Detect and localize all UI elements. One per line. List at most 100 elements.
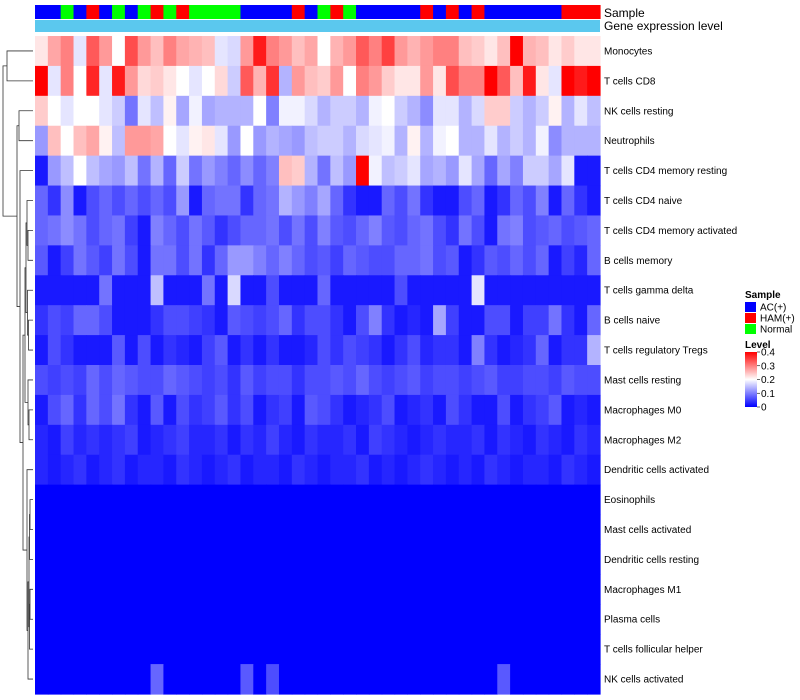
- row-label: NK cells activated: [604, 675, 683, 686]
- heatmap-cell: [201, 215, 216, 246]
- heatmap-cell: [587, 95, 601, 127]
- heatmap-cell: [137, 634, 152, 665]
- heatmap-cell: [381, 514, 396, 546]
- heatmap-cell: [356, 125, 370, 157]
- heatmap-cell: [227, 125, 242, 157]
- heatmap-cell: [458, 454, 473, 486]
- heatmap-cell: [497, 335, 511, 366]
- heatmap-cell: [548, 185, 563, 217]
- heatmap-cell: [561, 305, 575, 336]
- heatmap-cell: [522, 484, 537, 516]
- heatmap-cell: [124, 335, 139, 366]
- heatmap-cell: [304, 36, 319, 67]
- heatmap-cell: [189, 365, 203, 396]
- heatmap-cell: [356, 604, 370, 635]
- heatmap-cell: [574, 275, 588, 306]
- heatmap-cell: [330, 514, 344, 546]
- heatmap-cell: [445, 544, 460, 575]
- heatmap-cell: [484, 95, 498, 127]
- heatmap-cell: [266, 305, 280, 336]
- heatmap-cell: [150, 125, 165, 157]
- heatmap-cell: [433, 36, 447, 67]
- sample-annotation-cell: [278, 5, 293, 19]
- heatmap-cell: [214, 125, 229, 157]
- heatmap-cell: [330, 65, 344, 97]
- heatmap-cell: [330, 95, 344, 127]
- heatmap-cell: [189, 275, 203, 306]
- heatmap-cell: [407, 544, 421, 575]
- row-label: T cells regulatory Tregs: [604, 346, 708, 357]
- heatmap-cell: [124, 125, 139, 157]
- row-label: Macrophages M2: [604, 435, 682, 446]
- heatmap-cell: [535, 125, 550, 157]
- heatmap-cell: [433, 634, 447, 665]
- heatmap-cell: [433, 664, 447, 695]
- heatmap-cell: [497, 65, 511, 97]
- heatmap-cell: [35, 65, 49, 97]
- heatmap-cell: [510, 454, 524, 486]
- sample-annotation-cell: [535, 5, 550, 19]
- heatmap-cell: [227, 185, 242, 217]
- heatmap-cell: [137, 125, 152, 157]
- heatmap-cell: [561, 155, 575, 187]
- heatmap-cell: [317, 36, 331, 67]
- heatmap-cell: [253, 454, 267, 486]
- heatmap-cell: [317, 484, 331, 516]
- heatmap-cell: [291, 125, 306, 157]
- heatmap-cell: [304, 454, 319, 486]
- heatmap-cell: [227, 664, 242, 695]
- heatmap-cell: [343, 424, 357, 456]
- heatmap-cell: [150, 365, 165, 396]
- heatmap-cell: [291, 65, 306, 97]
- heatmap-cell: [201, 514, 216, 546]
- heatmap-cell: [99, 335, 113, 366]
- heatmap-cell: [163, 125, 177, 157]
- sample-annotation-cell: [548, 5, 563, 19]
- heatmap-cell: [214, 155, 229, 187]
- heatmap-cell: [99, 634, 113, 665]
- heatmap-cell: [458, 514, 473, 546]
- heatmap-cell: [484, 394, 498, 426]
- heatmap-cell: [86, 335, 100, 366]
- heatmap-cell: [420, 394, 434, 426]
- heatmap-cell: [124, 95, 139, 127]
- heatmap-cell: [381, 394, 396, 426]
- heatmap-cell: [253, 335, 267, 366]
- heatmap-cell: [433, 125, 447, 157]
- dendrogram-branch: [28, 319, 33, 351]
- heatmap-cell: [420, 365, 434, 396]
- heatmap-cell: [330, 424, 344, 456]
- heatmap-cell: [510, 424, 524, 456]
- heatmap-cell: [137, 484, 152, 516]
- heatmap-cell: [433, 185, 447, 217]
- heatmap-cell: [124, 245, 139, 276]
- heatmap-cell: [214, 185, 229, 217]
- heatmap-cell: [278, 245, 293, 276]
- heatmap-cell: [356, 305, 370, 336]
- heatmap-cell: [343, 664, 357, 695]
- heatmap-cell: [317, 424, 331, 456]
- heatmap-cell: [214, 544, 229, 575]
- heatmap-cell: [291, 365, 306, 396]
- heatmap-cell: [124, 65, 139, 97]
- heatmap-cell: [35, 215, 49, 246]
- heatmap-cell: [343, 155, 357, 187]
- heatmap-cell: [227, 245, 242, 276]
- heatmap-cell: [497, 305, 511, 336]
- heatmap-cell: [394, 335, 408, 366]
- heatmap-cell: [137, 305, 152, 336]
- heatmap-cell: [535, 335, 550, 366]
- heatmap-cell: [240, 424, 254, 456]
- heatmap-cell: [278, 36, 293, 67]
- heatmap-cell: [587, 394, 601, 426]
- heatmap-cell: [189, 95, 203, 127]
- heatmap-cell: [189, 634, 203, 665]
- heatmap-cell: [407, 664, 421, 695]
- heatmap-cell: [471, 185, 486, 217]
- heatmap-cell: [381, 424, 396, 456]
- heatmap-cell: [176, 394, 190, 426]
- heatmap-cell: [535, 514, 550, 546]
- heatmap-cell: [124, 514, 139, 546]
- heatmap-cell: [587, 454, 601, 486]
- heatmap-cell: [368, 454, 383, 486]
